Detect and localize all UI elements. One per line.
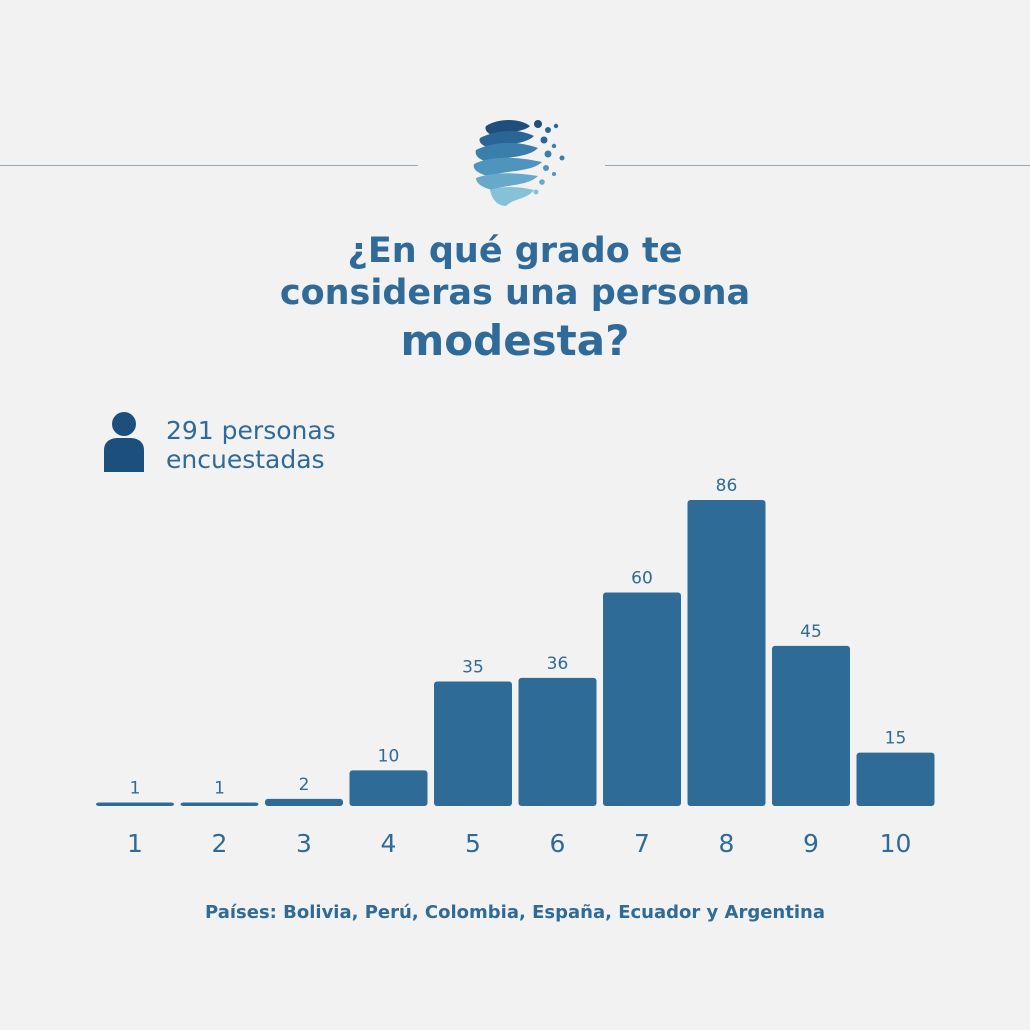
data-label-3: 2 [299,775,310,795]
bar-9 [772,645,850,806]
data-label-7: 60 [631,569,653,589]
bar-4 [349,770,428,806]
bar-5 [434,681,512,806]
data-label-4: 10 [378,746,400,766]
data-label-5: 35 [462,657,484,677]
x-tick-label-7: 7 [634,829,650,858]
x-tick-label-3: 3 [296,829,312,858]
data-label-10: 15 [885,729,907,749]
bar-2 [180,802,259,806]
x-tick-label-4: 4 [381,829,397,858]
page-title: ¿En qué grado te consideras una persona … [0,230,1030,368]
respondents-label: encuestadas [166,445,325,474]
data-label-1: 1 [130,778,141,798]
title-line-2: consideras una persona [279,273,751,313]
title-line-1: ¿En qué grado te [347,231,683,271]
x-tick-label-6: 6 [550,829,566,858]
bar-7 [603,592,681,806]
x-tick-label-5: 5 [465,829,481,858]
bar-chart: 1 1 1 2 2 3 10 4 35 5 36 6 60 7 86 8 45 9 15 10 [96,476,935,858]
data-label-2: 1 [214,778,225,798]
data-label-8: 86 [716,476,738,496]
head-logo-icon [473,120,565,206]
divider-right [605,165,1030,166]
x-tick-label-2: 2 [212,829,228,858]
bar-10 [856,752,935,806]
x-tick-label-1: 1 [127,829,143,858]
divider-left [0,165,418,166]
bar-1 [96,802,174,806]
x-tick-label-9: 9 [803,829,819,858]
countries-note: Países: Bolivia, Perú, Colombia, España,… [205,902,825,923]
respondents-count: 291 personas [166,416,336,445]
x-tick-label-10: 10 [880,829,912,858]
bar-8 [687,500,766,806]
title-line-3: modesta? [400,316,630,365]
person-icon [104,412,144,472]
respondents-text: 291 personas encuestadas [166,416,426,474]
bar-3 [265,798,343,806]
x-tick-label-8: 8 [719,829,735,858]
respondents-block: 291 personas encuestadas [100,410,420,480]
data-label-9: 45 [800,622,822,642]
data-label-6: 36 [547,654,569,674]
bar-6 [518,677,597,806]
